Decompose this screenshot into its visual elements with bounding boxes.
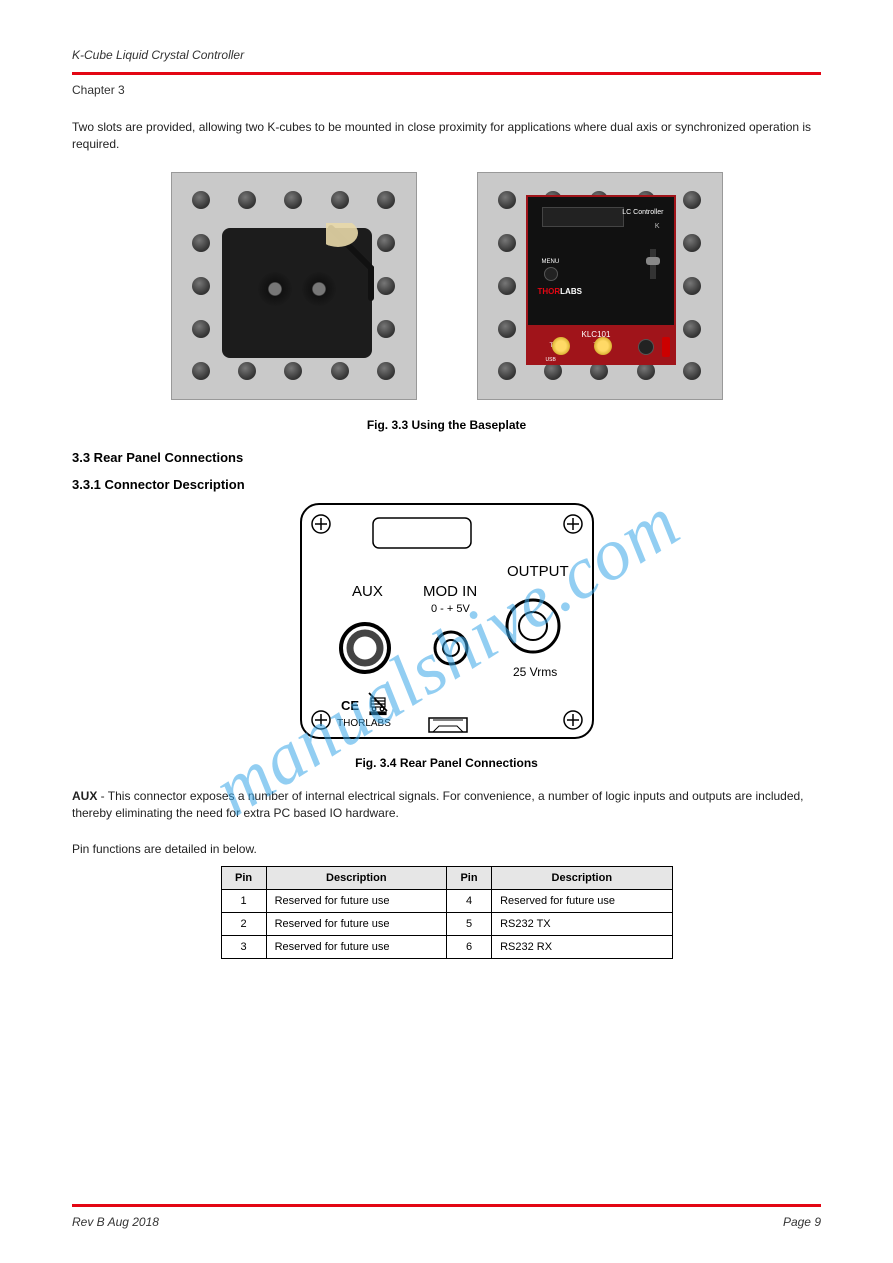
header-rule: [72, 72, 821, 75]
pin-function-table: Pin Description Pin Description 1 Reserv…: [221, 866, 673, 959]
chapter-label: Chapter 3: [72, 83, 821, 97]
col-pin-2: Pin: [446, 866, 491, 889]
aux-description: AUX - This connector exposes a number of…: [72, 788, 821, 823]
footer-page: Page 9: [783, 1215, 821, 1229]
modin-range: 0 - + 5V: [431, 603, 470, 615]
cell: 6: [446, 935, 491, 958]
table-header-row: Pin Description Pin Description: [221, 866, 672, 889]
figure-3-3-images: LC Controller K MENU THORLABS KLC101 TRI…: [72, 172, 821, 400]
thorlabs-mark: THORLABS: [337, 718, 391, 729]
table-row: 1 Reserved for future use 4 Reserved for…: [221, 889, 672, 912]
aux-label: AUX: [352, 583, 383, 600]
rear-panel-diagram: AUX MOD IN 0 - + 5V OUTPUT 25 Vrms CE TH…: [72, 500, 821, 746]
cell: Reserved for future use: [266, 935, 446, 958]
intro-paragraph: Two slots are provided, allowing two K-c…: [72, 119, 821, 154]
section-3-3-1-heading: 3.3.1 Connector Description: [72, 477, 821, 492]
cell: 1: [221, 889, 266, 912]
cell: 4: [446, 889, 491, 912]
col-desc-2: Description: [492, 866, 672, 889]
cell: 3: [221, 935, 266, 958]
footer-rule: [72, 1204, 821, 1207]
cell: RS232 TX: [492, 912, 672, 935]
modin-label: MOD IN: [423, 583, 477, 600]
cell: 2: [221, 912, 266, 935]
output-label: OUTPUT: [507, 563, 569, 580]
section-3-3-heading: 3.3 Rear Panel Connections: [72, 450, 821, 465]
output-vrms: 25 Vrms: [513, 665, 557, 679]
weee-icon: [369, 693, 387, 715]
ce-mark: CE: [341, 698, 359, 713]
col-pin-1: Pin: [221, 866, 266, 889]
baseplate-install-image: [171, 172, 417, 400]
kcube-mounted-image: LC Controller K MENU THORLABS KLC101 TRI…: [477, 172, 723, 400]
doc-title: K-Cube Liquid Crystal Controller: [72, 48, 244, 62]
pin-functions-lead: Pin functions are detailed in below.: [72, 841, 821, 858]
table-row: 2 Reserved for future use 5 RS232 TX: [221, 912, 672, 935]
cell: Reserved for future use: [266, 889, 446, 912]
cell: Reserved for future use: [492, 889, 672, 912]
cell: RS232 RX: [492, 935, 672, 958]
figure-3-3-caption: Fig. 3.3 Using the Baseplate: [72, 418, 821, 432]
cell: 5: [446, 912, 491, 935]
table-row: 3 Reserved for future use 6 RS232 RX: [221, 935, 672, 958]
col-desc-1: Description: [266, 866, 446, 889]
figure-3-4-caption: Fig. 3.4 Rear Panel Connections: [72, 756, 821, 770]
footer-revision: Rev B Aug 2018: [72, 1215, 159, 1229]
cell: Reserved for future use: [266, 912, 446, 935]
